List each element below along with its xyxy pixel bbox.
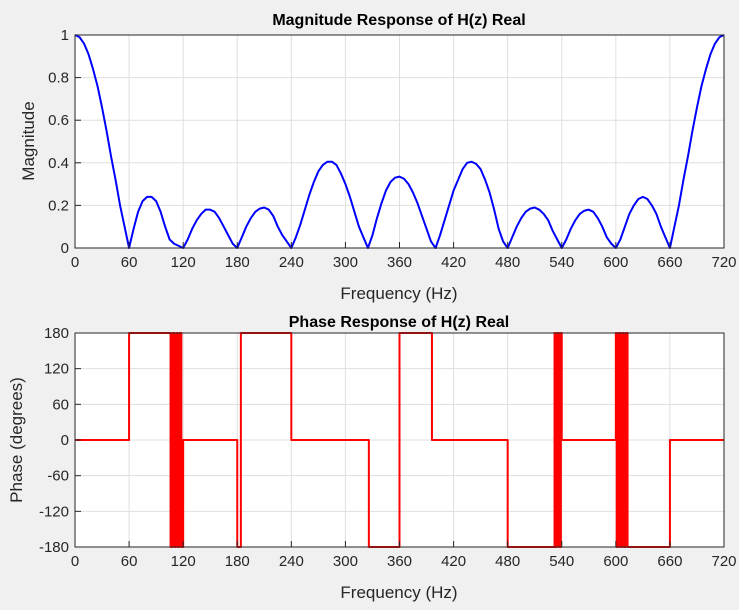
magnitude-plot: Magnitude Response of H(z) Real 0 60 120 18… xyxy=(19,12,737,303)
magnitude-xtick-label: 540 xyxy=(549,254,574,271)
phase-xtick-label: 720 xyxy=(711,553,736,570)
phase-ylabel: Phase (degrees) xyxy=(7,377,26,503)
magnitude-xlabel: Frequency (Hz) xyxy=(340,284,457,303)
magnitude-xtick-label: 480 xyxy=(495,254,520,271)
magnitude-xtick-label: 600 xyxy=(603,254,628,271)
phase-xtick-label: 240 xyxy=(279,553,304,570)
phase-xtick-label: 660 xyxy=(657,553,682,570)
phase-ytick-label: -60 xyxy=(47,468,69,485)
phase-ytick-label: -180 xyxy=(39,539,69,556)
phase-xtick-label: 120 xyxy=(171,553,196,570)
magnitude-ytick-label: 0.2 xyxy=(48,197,69,214)
magnitude-xtick-label: 660 xyxy=(657,254,682,271)
magnitude-ytick-label: 0.6 xyxy=(48,112,69,129)
magnitude-ylabel: Magnitude xyxy=(19,101,38,180)
magnitude-xtick-label: 0 xyxy=(71,254,79,271)
magnitude-ytick-label: 1 xyxy=(61,27,69,44)
phase-xlabel: Frequency (Hz) xyxy=(340,583,457,602)
phase-title: Phase Response of H(z) Real xyxy=(289,314,510,331)
magnitude-ytick-label: 0.8 xyxy=(48,70,69,87)
phase-series-line xyxy=(75,332,724,548)
magnitude-xtick-label: 180 xyxy=(225,254,250,271)
phase-series xyxy=(75,332,724,548)
phase-ytick-label: 0 xyxy=(61,432,69,449)
phase-ytick-label: 180 xyxy=(44,325,69,342)
phase-ytick-label: -120 xyxy=(39,503,69,520)
phase-xtick-label: 540 xyxy=(549,553,574,570)
magnitude-ytick-label: 0 xyxy=(61,240,69,257)
magnitude-ticks: 0 60 120 180 240 300 360 420 480 540 600 660 720 0 0.2… xyxy=(48,27,736,271)
phase-ytick-label: 120 xyxy=(44,361,69,378)
phase-xtick-label: 480 xyxy=(495,553,520,570)
magnitude-ytick-label: 0.4 xyxy=(48,155,69,172)
magnitude-xtick-label: 420 xyxy=(441,254,466,271)
phase-ytick-label: 60 xyxy=(52,396,69,413)
phase-xtick-label: 360 xyxy=(387,553,412,570)
magnitude-xtick-label: 360 xyxy=(387,254,412,271)
phase-plot: Phase Response of H(z) Real 0 60 120 180 240… xyxy=(7,314,737,602)
phase-xtick-label: 300 xyxy=(333,553,358,570)
phase-xtick-label: 600 xyxy=(603,553,628,570)
magnitude-xtick-label: 120 xyxy=(171,254,196,271)
phase-xtick-label: 420 xyxy=(441,553,466,570)
magnitude-title: Magnitude Response of H(z) Real xyxy=(272,12,525,29)
phase-xtick-label: 0 xyxy=(71,553,79,570)
phase-xtick-label: 60 xyxy=(121,553,138,570)
magnitude-xtick-label: 240 xyxy=(279,254,304,271)
magnitude-xtick-label: 60 xyxy=(121,254,138,271)
magnitude-xtick-label: 300 xyxy=(333,254,358,271)
phase-xtick-label: 180 xyxy=(225,553,250,570)
phase-ticks: 0 60 120 180 240 300 360 420 480 540 600 660 720-180… xyxy=(39,325,737,570)
magnitude-xtick-label: 720 xyxy=(711,254,736,271)
